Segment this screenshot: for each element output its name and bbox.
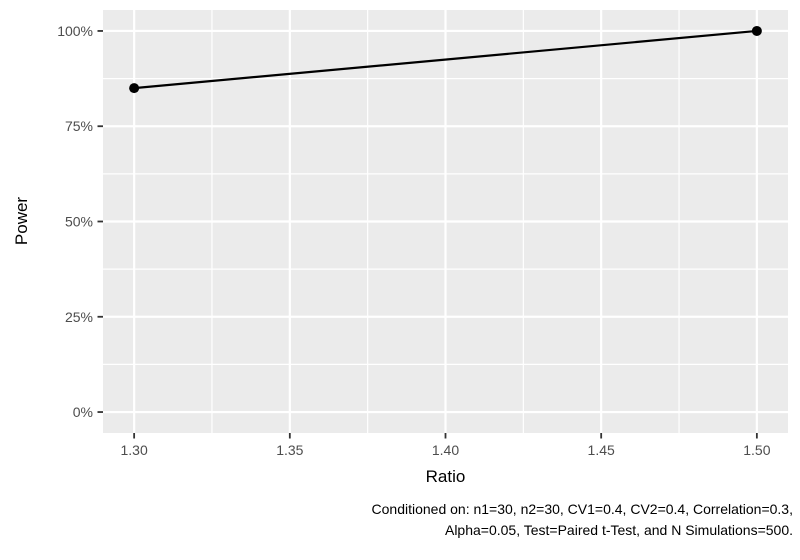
x-tick-label: 1.35: [276, 442, 303, 458]
y-axis-title: Power: [12, 196, 31, 246]
y-tick-label: 75%: [65, 118, 93, 134]
data-point: [129, 83, 140, 94]
y-tick-label: 50%: [65, 214, 93, 230]
x-tick-label: 1.30: [121, 442, 148, 458]
x-tick-label: 1.45: [588, 442, 615, 458]
y-tick-label: 25%: [65, 309, 93, 325]
caption-line-2: Alpha=0.05, Test=Paired t-Test, and N Si…: [444, 522, 793, 538]
x-tick-label: 1.50: [743, 442, 770, 458]
y-tick-label: 0%: [73, 404, 93, 420]
x-tick-label: 1.40: [432, 442, 459, 458]
x-axis-title: Ratio: [425, 467, 466, 486]
data-point: [751, 25, 762, 36]
plot-caption: Conditioned on: n1=30, n2=30, CV1=0.4, C…: [372, 499, 793, 541]
data-line: [134, 29, 757, 90]
caption-line-1: Conditioned on: n1=30, n2=30, CV1=0.4, C…: [371, 501, 793, 517]
y-tick-label: 100%: [57, 23, 93, 39]
